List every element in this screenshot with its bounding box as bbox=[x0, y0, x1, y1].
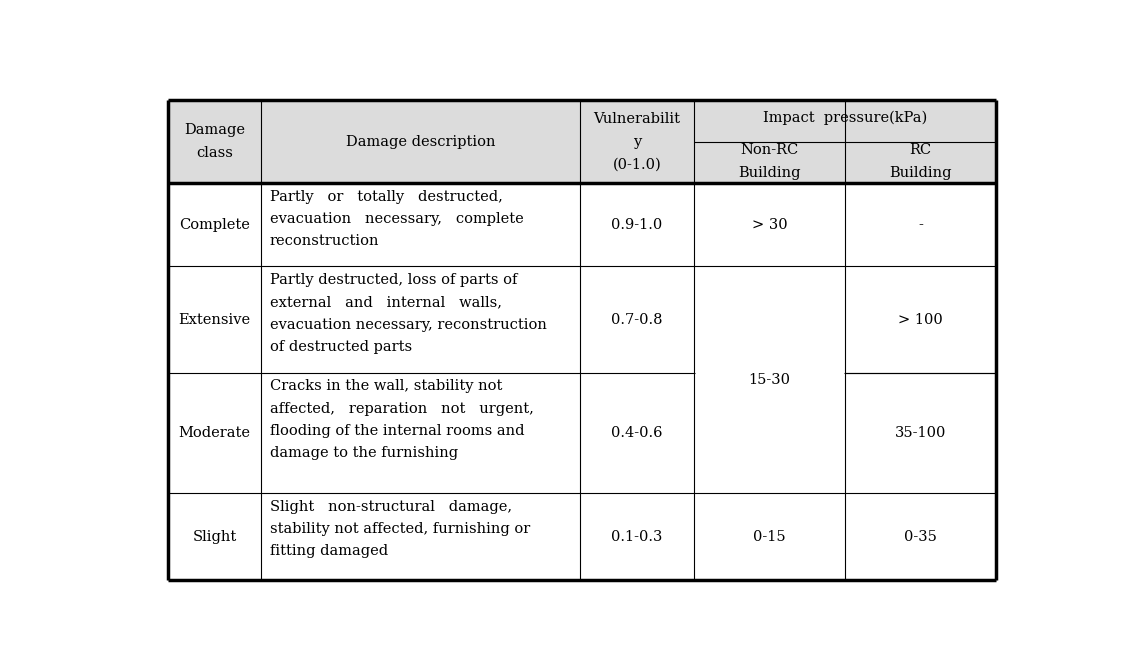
Text: 0.9-1.0: 0.9-1.0 bbox=[611, 217, 662, 232]
Text: Complete: Complete bbox=[179, 217, 250, 232]
Text: 0.7-0.8: 0.7-0.8 bbox=[611, 313, 662, 327]
Text: Damage description: Damage description bbox=[345, 135, 495, 149]
Text: -: - bbox=[918, 217, 924, 232]
Text: Non-RC
Building: Non-RC Building bbox=[738, 143, 801, 180]
Text: 35-100: 35-100 bbox=[895, 426, 946, 440]
Text: Partly   or   totally   destructed,
evacuation   necessary,   complete
reconstru: Partly or totally destructed, evacuation… bbox=[270, 190, 524, 249]
Bar bbox=[694, 100, 845, 183]
Text: Damage
class: Damage class bbox=[184, 123, 245, 160]
Text: Extensive: Extensive bbox=[178, 313, 251, 327]
Text: Slight   non-structural   damage,
stability not affected, furnishing or
fitting : Slight non-structural damage, stability … bbox=[270, 500, 531, 558]
Text: Partly destructed, loss of parts of
external   and   internal   walls,
evacuatio: Partly destructed, loss of parts of exte… bbox=[270, 273, 546, 354]
Text: Impact  pressure(kPa): Impact pressure(kPa) bbox=[763, 111, 927, 125]
Text: Moderate: Moderate bbox=[178, 426, 251, 440]
Bar bbox=[261, 100, 579, 183]
Text: > 30: > 30 bbox=[752, 217, 787, 232]
Text: RC
Building: RC Building bbox=[889, 143, 952, 180]
Text: Vulnerabilit
y
(0-1.0): Vulnerabilit y (0-1.0) bbox=[593, 112, 680, 171]
Bar bbox=[845, 100, 996, 183]
Bar bbox=[579, 100, 694, 183]
Text: Slight: Slight bbox=[193, 530, 237, 544]
Text: > 100: > 100 bbox=[899, 313, 943, 327]
Text: 0.4-0.6: 0.4-0.6 bbox=[611, 426, 662, 440]
Text: 0-15: 0-15 bbox=[753, 530, 786, 544]
Text: 0.1-0.3: 0.1-0.3 bbox=[611, 530, 662, 544]
Text: 0-35: 0-35 bbox=[904, 530, 937, 544]
Text: Cracks in the wall, stability not
affected,   reparation   not   urgent,
floodin: Cracks in the wall, stability not affect… bbox=[270, 379, 534, 460]
Text: 15-30: 15-30 bbox=[749, 373, 791, 387]
Bar bbox=[168, 100, 261, 183]
